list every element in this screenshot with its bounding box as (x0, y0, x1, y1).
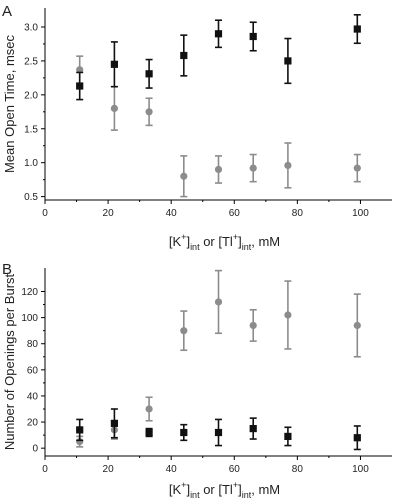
x-axis-title-part: ] (238, 234, 242, 249)
black-square-point (284, 432, 292, 441)
gray-circle-point (284, 161, 292, 169)
gray-circle-point (284, 311, 292, 319)
gray-circle-point (76, 66, 84, 74)
x-tick-label: 80 (292, 208, 304, 219)
black-square-point (180, 51, 188, 60)
y-tick-label: 80 (27, 339, 39, 350)
x-axis-title-part: + (233, 232, 238, 242)
x-axis-title-part: or [Tl (200, 482, 233, 497)
x-axis-title-part: [K (169, 482, 182, 497)
x-axis-title: [K+]int or [Tl+]int, mM (169, 480, 280, 500)
x-axis-title-part: + (233, 480, 238, 490)
x-axis-title-part: + (181, 232, 186, 242)
x-axis-title-part: [K (169, 234, 182, 249)
x-tick-label: 20 (103, 464, 115, 475)
y-tick-label: 100 (21, 313, 38, 324)
x-axis-title-part: ] (186, 482, 190, 497)
x-axis-title-part: int (190, 490, 200, 500)
gray-circle-point (145, 108, 153, 116)
black-square-point (110, 60, 118, 68)
y-tick-label: 2.5 (24, 56, 38, 67)
x-tick-label: 60 (229, 464, 241, 475)
x-axis-title-part: or [Tl (200, 234, 233, 249)
y-tick-label: 0.5 (24, 192, 38, 203)
x-tick-label: 0 (42, 464, 48, 475)
x-tick-label: 0 (42, 208, 48, 219)
y-axis-title: Number of Openings per Burst (2, 273, 17, 450)
gray-circle-point (214, 298, 223, 306)
y-tick-label: 120 (21, 287, 38, 298)
y-tick-label: 20 (27, 418, 39, 429)
black-square-point (249, 32, 257, 41)
black-square-point (180, 428, 188, 437)
black-square-point (214, 30, 223, 38)
gray-circle-point (353, 321, 361, 330)
panel-b: B 0 20 40 60 80 100 0 20 40 60 80 100 120 Number of Op… (2, 261, 392, 500)
black-square-point (284, 57, 292, 65)
gray-circle-point (353, 164, 361, 172)
gray-circle-point (249, 321, 257, 330)
gray-circle-point (180, 172, 188, 180)
x-tick-label: 40 (166, 464, 178, 475)
black-square-point (76, 426, 84, 434)
panel-letter: A (2, 3, 12, 20)
black-square-point (353, 434, 361, 442)
x-axis-title-part: int (242, 490, 252, 500)
x-axis-title-part: int (242, 242, 252, 252)
x-tick-label: 100 (352, 208, 369, 219)
y-tick-label: 1.5 (24, 124, 38, 135)
gray-circle-point (110, 104, 118, 113)
gray-circle-point (180, 327, 188, 335)
gray-circle-point (249, 164, 257, 172)
x-axis-title-part: , mM (251, 482, 280, 497)
x-tick-label: 80 (292, 464, 304, 475)
black-square-point (110, 419, 118, 427)
y-tick-label: 1.0 (24, 158, 38, 169)
y-tick-label: 40 (27, 391, 39, 402)
x-axis-title-part: , mM (251, 234, 280, 249)
y-axis-title: Mean Open Time, msec (2, 35, 17, 173)
panel-a: A 0 20 40 60 80 100 0.5 1.0 1.5 2.0 2.5 3.0 Mean Open… (2, 3, 392, 252)
x-tick-label: 20 (103, 208, 115, 219)
x-axis-title-part: + (181, 480, 186, 490)
black-square-point (214, 428, 223, 437)
x-tick-label: 40 (166, 208, 178, 219)
y-tick-label: 0 (32, 444, 38, 455)
black-square-point (145, 70, 153, 78)
x-axis-title-part: int (190, 242, 200, 252)
x-axis-title-part: ] (186, 234, 190, 249)
x-axis-title-part: ] (238, 482, 242, 497)
black-square-point (145, 428, 153, 437)
panel-letter: B (2, 261, 12, 278)
gray-circle-point (145, 405, 153, 413)
y-tick-label: 3.0 (24, 22, 38, 33)
black-square-point (353, 25, 361, 33)
black-square-point (76, 82, 84, 90)
y-tick-label: 2.0 (24, 90, 38, 101)
gray-circle-point (214, 165, 223, 174)
black-square-point (249, 424, 257, 433)
x-tick-label: 100 (352, 464, 369, 475)
x-axis-title: [K+]int or [Tl+]int, mM (169, 232, 280, 252)
y-tick-label: 60 (27, 365, 39, 376)
x-tick-label: 60 (229, 208, 241, 219)
